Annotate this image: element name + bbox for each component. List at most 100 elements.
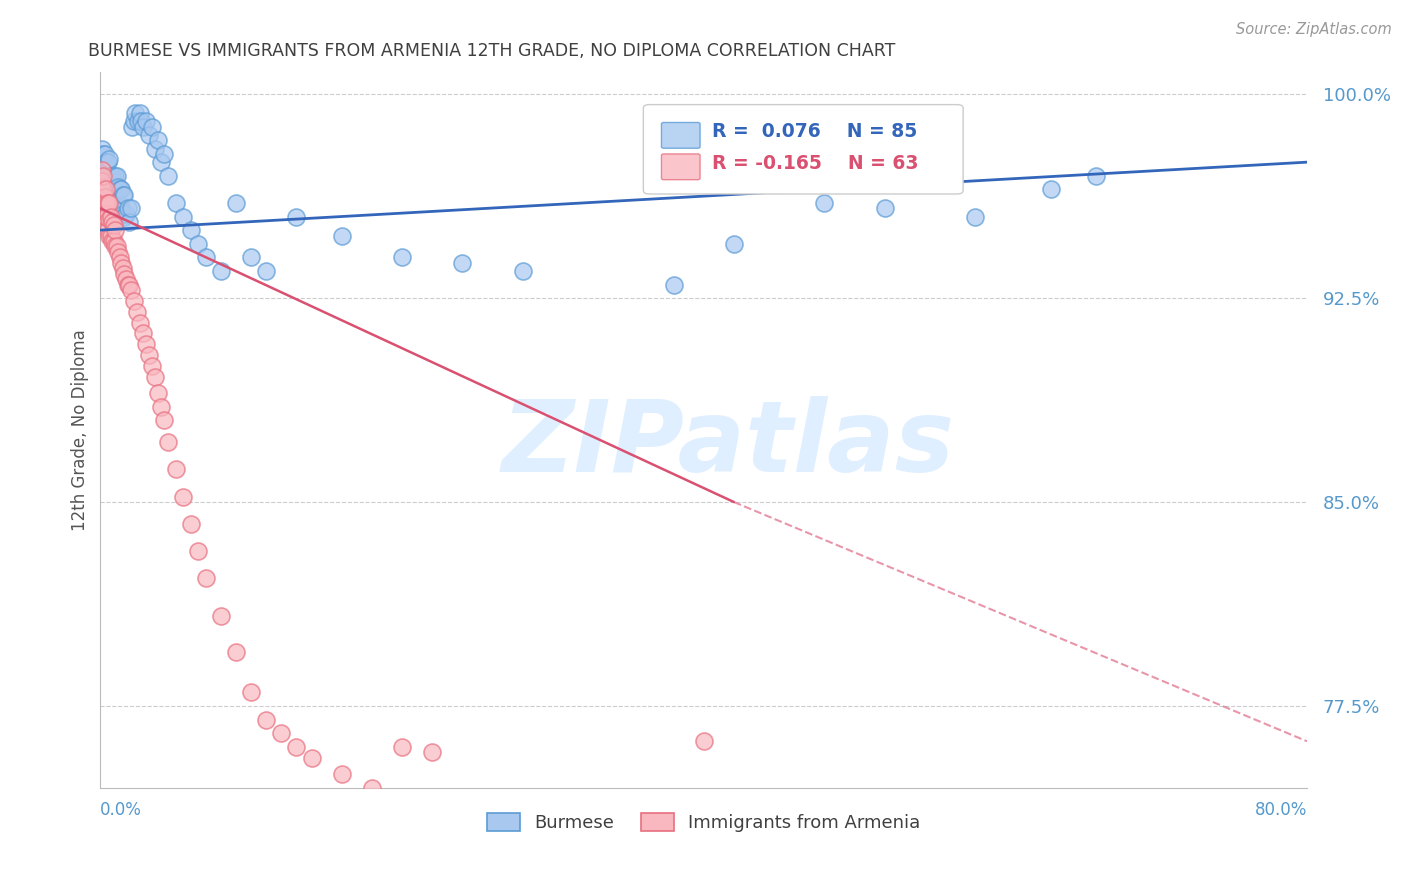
Point <box>141 359 163 373</box>
Point <box>135 337 157 351</box>
Point <box>104 187 127 202</box>
Point <box>180 223 202 237</box>
Point <box>180 516 202 531</box>
Point <box>101 234 124 248</box>
Point <box>103 218 125 232</box>
Point <box>111 187 134 202</box>
Point <box>240 250 263 264</box>
Point <box>98 182 121 196</box>
Point <box>97 207 120 221</box>
Point <box>90 155 112 169</box>
Point <box>110 182 132 196</box>
Point <box>122 114 145 128</box>
Point <box>103 174 125 188</box>
Point <box>146 386 169 401</box>
Point <box>209 609 232 624</box>
Point <box>110 202 132 216</box>
Point <box>94 210 117 224</box>
Point <box>100 202 122 216</box>
Point <box>96 155 118 169</box>
Point <box>270 726 292 740</box>
Point <box>149 155 172 169</box>
Point <box>138 348 160 362</box>
Point <box>107 196 129 211</box>
Point <box>98 196 121 211</box>
Point <box>97 196 120 211</box>
Point <box>122 293 145 308</box>
Point <box>94 169 117 183</box>
Point <box>128 316 150 330</box>
Point <box>965 210 987 224</box>
Point <box>96 210 118 224</box>
Point <box>360 780 382 795</box>
Point <box>118 215 141 229</box>
Point <box>96 196 118 211</box>
Point <box>129 114 152 128</box>
Y-axis label: 12th Grade, No Diploma: 12th Grade, No Diploma <box>72 329 89 531</box>
Text: 80.0%: 80.0% <box>1254 801 1308 819</box>
Point <box>100 210 122 224</box>
Point <box>93 163 115 178</box>
Point <box>100 174 122 188</box>
Point <box>149 400 172 414</box>
Point <box>146 133 169 147</box>
Point <box>165 196 187 211</box>
Point <box>94 147 117 161</box>
Point <box>128 106 150 120</box>
Point <box>97 223 120 237</box>
Point <box>135 114 157 128</box>
Point <box>97 179 120 194</box>
Point <box>104 239 127 253</box>
Point <box>96 182 118 196</box>
Point <box>101 196 124 211</box>
Point <box>97 155 120 169</box>
Point <box>105 185 128 199</box>
Point <box>120 202 142 216</box>
Point <box>451 256 474 270</box>
Point <box>101 185 124 199</box>
Point <box>96 169 118 183</box>
Point <box>131 120 153 134</box>
Point <box>101 169 124 183</box>
Point <box>96 182 118 196</box>
Point <box>100 187 122 202</box>
Point <box>101 215 124 229</box>
Point <box>118 277 141 292</box>
Point <box>285 210 308 224</box>
Point <box>98 228 121 243</box>
Point <box>143 370 166 384</box>
Point <box>98 153 121 167</box>
Point <box>93 196 115 211</box>
Point <box>115 207 138 221</box>
Text: R =  0.076    N = 85: R = 0.076 N = 85 <box>711 122 917 141</box>
Point <box>90 163 112 178</box>
Point <box>100 228 122 243</box>
Point <box>187 236 209 251</box>
Point <box>121 120 143 134</box>
Point <box>723 236 745 251</box>
Point <box>692 734 714 748</box>
Point <box>111 207 134 221</box>
Point <box>98 169 121 183</box>
Point <box>138 128 160 142</box>
Point <box>127 114 149 128</box>
Point <box>1084 169 1107 183</box>
Point <box>117 277 139 292</box>
Point <box>90 174 112 188</box>
Point <box>172 210 194 224</box>
Point <box>391 739 413 754</box>
Point <box>105 169 128 183</box>
Point <box>94 158 117 172</box>
Point <box>152 147 174 161</box>
Text: ZIPatlas: ZIPatlas <box>502 396 955 492</box>
Point <box>103 234 125 248</box>
Point <box>105 202 128 216</box>
Point <box>120 283 142 297</box>
Point <box>104 223 127 237</box>
Point <box>114 210 136 224</box>
Point <box>94 182 117 196</box>
Point <box>114 187 136 202</box>
Point <box>194 250 217 264</box>
Point <box>301 750 323 764</box>
Point <box>94 190 117 204</box>
